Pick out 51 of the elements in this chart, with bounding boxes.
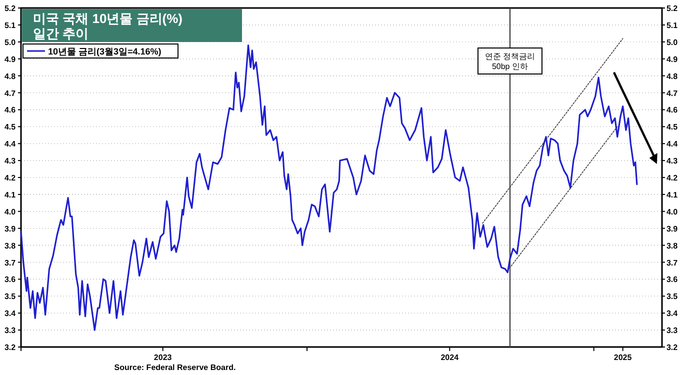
- y2-tick-label: 4.5: [666, 122, 678, 132]
- y2-tick-label: 4.0: [666, 207, 678, 216]
- y2-tick-label: 3.5: [666, 292, 678, 302]
- y2-tick-label: 4.2: [666, 174, 678, 182]
- y-tick-label: 3.9: [4, 224, 16, 234]
- chart-title: 미국 국채 10년물 금리(%): [33, 11, 183, 26]
- y-tick-label: 4.7: [4, 88, 16, 98]
- x-tick-label: 2023: [154, 353, 172, 362]
- y-tick-label: 3.6: [4, 275, 16, 284]
- y2-tick-label: 4.9: [666, 54, 678, 64]
- y2-tick-label: 4.1: [666, 190, 678, 200]
- y-tick-label: 3.2: [4, 343, 16, 352]
- x-tick-label: 2025: [614, 353, 632, 362]
- y2-tick-label: 5.1: [666, 20, 678, 30]
- y-tick-label: 4.1: [4, 190, 16, 200]
- y2-tick-label: 4.4: [666, 140, 678, 149]
- y2-tick-label: 3.2: [666, 343, 678, 352]
- y-tick-label: 4.9: [4, 54, 16, 64]
- y2-tick-label: 3.6: [666, 275, 678, 284]
- y2-tick-label: 5.2: [666, 4, 678, 13]
- y2-tick-label: 4.6: [666, 106, 678, 115]
- y-tick-label: 3.3: [4, 326, 16, 336]
- y-tick-label: 5.1: [4, 20, 16, 30]
- line-series: [20, 44, 638, 331]
- text: 일간 추이: [33, 26, 89, 41]
- source-note: Source: Federal Reserve Board.: [114, 363, 236, 372]
- y2-tick-label: 3.7: [666, 258, 678, 268]
- ref-line-label: 연준 정책금리 50bp 인하: [484, 52, 536, 71]
- y2-tick-label: 3.9: [666, 224, 678, 234]
- y-tick-label: 3.4: [4, 309, 16, 318]
- y2-tick-label: 4.8: [666, 72, 678, 81]
- y-tick-label: 4.6: [4, 106, 16, 115]
- y-tick-label: 4.3: [4, 156, 16, 166]
- y-tick-label: 5.0: [4, 38, 16, 47]
- y-tick-label: 4.0: [4, 207, 16, 216]
- y-tick-label: 4.2: [4, 174, 16, 182]
- y-tick-label: 4.5: [4, 122, 16, 132]
- y2-tick-label: 4.3: [666, 156, 678, 166]
- x-tick-label: 2024: [440, 353, 460, 362]
- y-tick-label: 3.5: [4, 292, 16, 302]
- y-tick-label: 4.8: [4, 72, 16, 81]
- y2-tick-label: 3.8: [666, 241, 678, 250]
- y-tick-label: 4.4: [4, 140, 16, 149]
- y2-tick-label: 4.7: [666, 88, 678, 98]
- y-tick-label: 3.8: [4, 241, 16, 250]
- y-tick-label: 5.2: [4, 4, 16, 13]
- y2-tick-label: 3.3: [666, 326, 678, 336]
- y2-tick-label: 3.4: [666, 309, 678, 318]
- legend-label: 10년물 금리(3월3일=4.16%): [48, 46, 162, 56]
- y-tick-label: 3.7: [4, 258, 16, 268]
- y2-tick-label: 5.0: [666, 38, 678, 47]
